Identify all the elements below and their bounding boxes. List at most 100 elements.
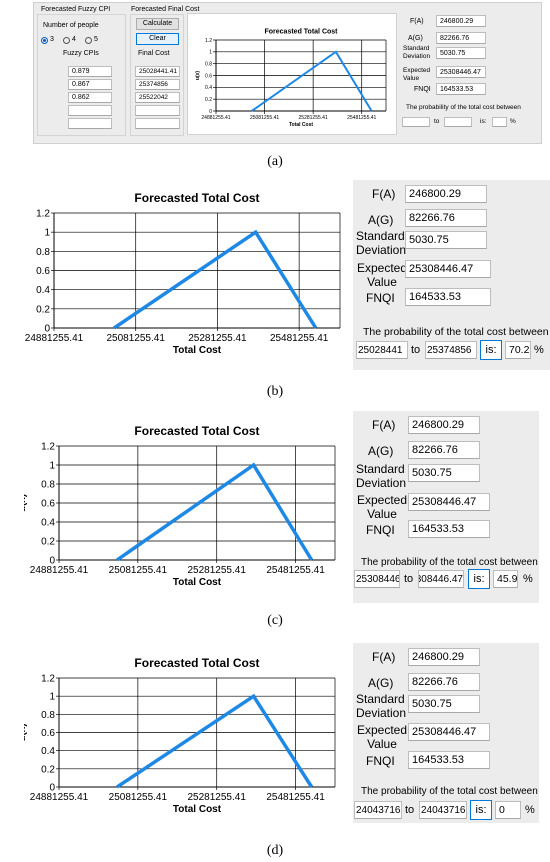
y-axis-label: u(x) [24,494,28,512]
y-tick-label: 0.2 [205,97,212,103]
x-tick-label: 25281255.41 [299,115,328,121]
x-axis-label: Total Cost [173,345,222,356]
cpi-field-3[interactable]: 0.862 [68,92,112,103]
b-is-button[interactable]: is: [480,340,502,360]
chart-d-container: Forecasted Total Cost 24881255.41 25081255… [24,643,352,823]
cpi-field-2[interactable]: 0.867 [68,79,112,90]
stats-panel-d: F(A) 246800.29 A(G) 82266.76 Standard De… [353,643,539,823]
y-tick-label: 0.6 [41,728,55,739]
final-cost-field-2[interactable]: 25374856 [135,79,180,90]
radio-3[interactable] [41,37,48,44]
final-cost-field-1[interactable]: 25028441.41 [135,66,180,77]
radio-4-label: 4 [72,36,76,43]
d-sd-label: Standard Deviation [356,692,407,720]
stats-panel-b: F(A) 246800.29 A(G) 82266.76 Standard De… [353,180,550,370]
y-tick-label: 0.6 [41,499,55,510]
radio-3-label: 3 [50,36,54,43]
y-axis-label: u(x) [195,71,201,81]
y-tick-label: 0 [44,324,50,335]
y-tick-label: 1 [49,692,55,703]
a-from-field[interactable] [402,117,430,127]
b-ag-value: 82266.76 [405,209,487,227]
radio-3-dot [43,39,46,42]
a-result-field[interactable] [492,117,507,127]
y-tick-label: 0.8 [36,247,50,258]
a-ag-label: A(G) [408,35,423,42]
d-result-field[interactable]: 0 [495,801,521,819]
y-tick-label: 1.2 [205,38,212,44]
total-cost-chart-a: Forecasted Total Cost 24881255.41 25081255… [195,29,387,128]
x-tick-label: 25281255.41 [188,565,247,576]
y-tick-label: 0.2 [41,537,55,548]
final-cost-label: Final Cost [138,50,170,57]
radio-5[interactable] [85,37,92,44]
c-ev-label: Expected Value [356,493,408,521]
c-sd-value: 5030.75 [408,464,480,482]
d-ev-value: 25308446.47 [408,723,490,741]
c-from-field[interactable]: 25308446 [354,570,400,588]
x-tick-label: 25481255.41 [266,792,325,803]
a-to-field[interactable] [444,117,472,127]
x-tick-label: 25081255.41 [107,333,166,344]
fuzzy-cpi-group-title: Forecasted Fuzzy CPI [41,6,111,13]
y-tick-label: 0.6 [205,73,212,79]
chart-title: Forecasted Total Cost [265,29,339,36]
b-result-field[interactable]: 70.2 [505,341,531,359]
final-cost-group [130,14,184,136]
d-fa-value: 246800.29 [408,648,480,666]
b-to-field[interactable]: 25374856 [425,341,477,359]
y-tick-label: 1.2 [36,209,50,220]
y-tick-label: 0.2 [36,304,50,315]
calculate-button[interactable]: Calculate [136,18,179,30]
d-to-field[interactable]: 24043716 [419,801,467,819]
b-percent-label: % [534,344,544,356]
cpi-field-4[interactable] [68,105,112,116]
stats-panel-c: F(A) 246800.29 A(G) 82266.76 Standard De… [353,411,539,603]
d-fa-label: F(A) [372,650,396,664]
fuzzy-cpis-label: Fuzzy CPIs [63,50,99,57]
b-fnqi-value: 164533.53 [405,288,491,306]
y-tick-label: 0 [49,783,55,794]
clear-button[interactable]: Clear [136,33,179,45]
cpi-field-5[interactable] [68,118,112,129]
x-tick-label: 25281255.41 [188,333,247,344]
c-result-field[interactable]: 45.9 [493,570,518,588]
d-is-button[interactable]: is: [470,800,492,820]
chart-c-container: Forecasted Total Cost 24881255.41 25081255… [24,413,352,605]
x-tick-label: 25081255.41 [250,115,279,121]
y-tick-label: 0 [49,556,55,567]
y-tick-label: 0.2 [41,764,55,775]
c-fa-value: 246800.29 [408,416,480,434]
chart-title: Forecasted Total Cost [134,656,259,670]
chart-title: Forecasted Total Cost [134,424,259,438]
b-prob-text: The probability of the total cost betwee… [363,326,549,338]
total-cost-chart-c: Forecasted Total Cost 24881255.41 25081255… [24,424,336,588]
chart-a-container: Forecasted Total Cost 24881255.41 25081255… [187,13,397,135]
b-fa-label: F(A) [372,187,396,201]
c-to-field[interactable]: 25308446.47 [418,570,464,588]
d-fnqi-value: 164533.53 [408,751,490,769]
y-tick-label: 1.2 [41,442,55,453]
x-tick-label: 24881255.41 [30,792,89,803]
y-tick-label: 0 [209,109,212,115]
x-tick-label: 25481255.41 [270,333,329,344]
a-fnqi-label: FNQI [414,86,431,93]
cpi-field-1[interactable]: 0.879 [68,66,112,77]
caption-d: (d) [266,843,284,858]
y-tick-label: 0.4 [205,85,212,91]
final-cost-field-5[interactable] [135,118,180,129]
y-tick-label: 0.8 [41,480,55,491]
c-is-button[interactable]: is: [468,569,490,589]
caption-b: (b) [266,384,284,399]
radio-4[interactable] [63,37,70,44]
y-tick-label: 0.8 [205,61,212,67]
caption-a: (a) [267,154,283,169]
d-ev-label: Expected Value [356,723,408,751]
d-from-field[interactable]: 24043716 [354,801,402,819]
final-cost-field-3[interactable]: 25522042 [135,92,180,103]
b-ag-label: A(G) [368,213,394,227]
d-percent-label: % [525,804,535,816]
final-cost-field-4[interactable] [135,105,180,116]
d-ag-label: A(G) [368,676,394,690]
b-from-field[interactable]: 25028441 [356,341,408,359]
